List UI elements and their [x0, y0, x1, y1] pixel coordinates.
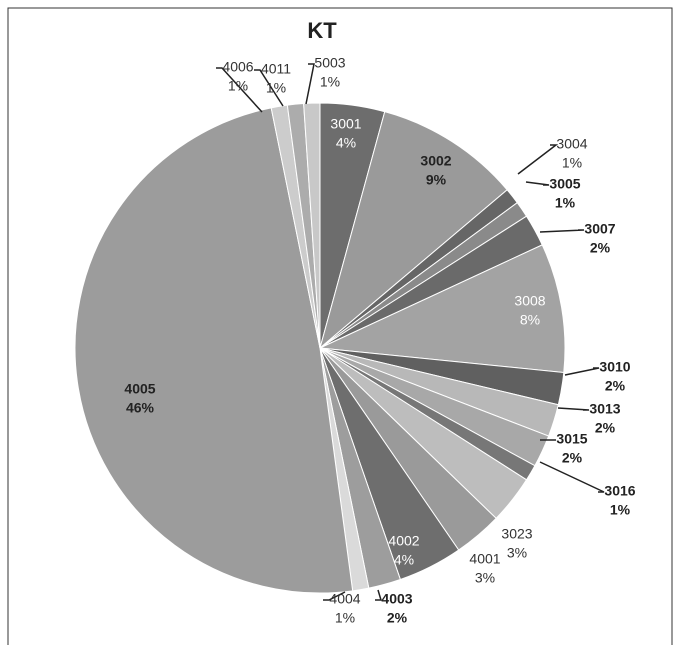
value-label: 2%: [590, 240, 611, 256]
leader-line: [564, 367, 600, 376]
pie-slice: [303, 102, 321, 349]
leader-line: [517, 144, 559, 175]
slice-label: 3005 1%: [549, 176, 580, 211]
category-label: 3015: [556, 431, 587, 447]
value-label: 1%: [610, 502, 631, 518]
value-label: 2%: [562, 450, 583, 466]
slice-label: 3004 1%: [556, 136, 587, 171]
category-label: 4001: [469, 551, 500, 567]
category-label: 4002: [388, 533, 419, 549]
category-label: 3002: [420, 153, 451, 169]
slice-label: 4002 4%: [388, 533, 419, 568]
value-label: 4%: [336, 135, 356, 151]
value-label: 4%: [394, 552, 414, 568]
value-label: 8%: [520, 312, 540, 328]
value-label: 1%: [320, 74, 340, 90]
category-label: 3005: [549, 176, 580, 192]
value-label: 1%: [555, 195, 576, 211]
leader-line: [216, 67, 263, 113]
category-label: 4005: [124, 381, 155, 397]
value-label: 3%: [475, 570, 495, 586]
value-label: 46%: [126, 400, 155, 416]
value-label: 2%: [595, 420, 616, 436]
value-label: 2%: [387, 610, 408, 626]
slice-label: 3013 2%: [589, 401, 620, 436]
value-label: 1%: [228, 78, 248, 94]
slice-label: 3010 2%: [599, 359, 630, 394]
pie-slice: [318, 244, 566, 374]
value-label: 1%: [266, 80, 286, 96]
slice-label: 4001 3%: [469, 551, 500, 586]
leader-line: [254, 69, 284, 107]
slice-label: 4004 1%: [329, 591, 360, 626]
slice-label: 4005 46%: [124, 381, 155, 416]
category-label: 3023: [501, 526, 532, 542]
category-label: 4003: [381, 591, 412, 607]
category-label: 3013: [589, 401, 620, 417]
category-label: 4006: [222, 59, 253, 75]
category-label: 5003: [314, 55, 345, 71]
category-label: 3001: [330, 116, 361, 132]
slice-label: 4006 1%: [222, 59, 253, 94]
value-label: 2%: [605, 378, 626, 394]
slice-label: 4003 2%: [381, 591, 412, 626]
slice-label: 3007 2%: [584, 221, 615, 256]
category-label: 3016: [604, 483, 635, 499]
pie-slice: [319, 111, 508, 350]
category-label: 3004: [556, 136, 587, 152]
value-label: 1%: [562, 155, 582, 171]
pie-slice: [74, 107, 354, 594]
leader-line: [323, 591, 346, 601]
leader-line: [305, 63, 315, 105]
value-label: 9%: [426, 172, 447, 188]
leader-line: [525, 181, 550, 186]
slice-label: 5003 1%: [314, 55, 345, 90]
category-label: 4004: [329, 591, 360, 607]
frame: [7, 7, 673, 645]
leader-line: [539, 229, 585, 233]
slice-label: 3002 9%: [420, 153, 451, 188]
chart-title: KT: [307, 18, 337, 43]
slice-label: 3023 3%: [501, 526, 532, 561]
slice-label: 3001 4%: [330, 116, 361, 151]
category-label: 3008: [514, 293, 545, 309]
value-label: 1%: [335, 610, 355, 626]
leader-line: [375, 589, 383, 601]
slice-label: 4011 1%: [261, 61, 291, 96]
slice-label: 3016 1%: [604, 483, 635, 518]
leader-line: [539, 461, 605, 493]
category-label: 3007: [584, 221, 615, 237]
slice-label: 3008 8%: [514, 293, 545, 328]
category-label: 4011: [261, 61, 291, 77]
category-label: 3010: [599, 359, 630, 375]
slice-label: 3015 2%: [556, 431, 587, 466]
value-label: 3%: [507, 545, 527, 561]
leader-line: [557, 407, 590, 411]
